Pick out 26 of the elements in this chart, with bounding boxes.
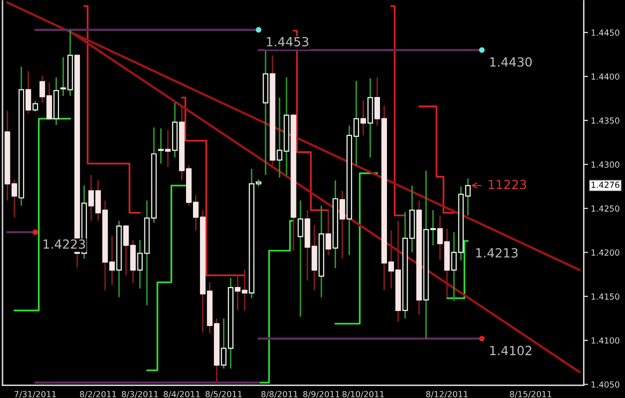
y-tick-label: 1.4350 <box>592 117 620 124</box>
x-tick-label: 8/8/2011 <box>261 390 298 398</box>
x-tick-label: 8/5/2011 <box>206 390 242 398</box>
data-label: 1.4223 <box>44 239 85 249</box>
x-tick-label: 7/31/2011 <box>14 390 56 398</box>
x-tick-label: 8/3/2011 <box>122 390 158 398</box>
y-tick-label: 1.4250 <box>592 205 620 212</box>
x-tick-label: 8/15/2011 <box>510 390 552 398</box>
x-tick-label: 8/4/2011 <box>164 390 200 398</box>
y-tick-label: 1.4450 <box>592 29 620 36</box>
y-tick-label: 1.4400 <box>592 73 620 80</box>
data-label: 1.4102 <box>490 346 532 356</box>
text: 1.4276 <box>592 182 620 188</box>
annotation: 11223 <box>488 180 526 190</box>
x-tick-label: 8/12/2011 <box>426 390 468 398</box>
y-tick-label: 1.4300 <box>592 161 620 168</box>
y-tick-label: 1.4200 <box>592 249 620 256</box>
y-tick-label: 1.4050 <box>592 381 620 388</box>
data-label: 1.4453 <box>266 36 308 46</box>
x-tick-label: 8/9/2011 <box>303 390 340 398</box>
y-tick-label: 1.4100 <box>592 337 620 344</box>
x-tick-label: 8/2/2011 <box>80 390 116 398</box>
x-tick-label: 8/10/2011 <box>342 390 384 398</box>
y-tick-label: 1.4150 <box>592 293 620 300</box>
data-label: 1.4430 <box>490 57 532 67</box>
data-label: 1.4213 <box>476 248 518 258</box>
